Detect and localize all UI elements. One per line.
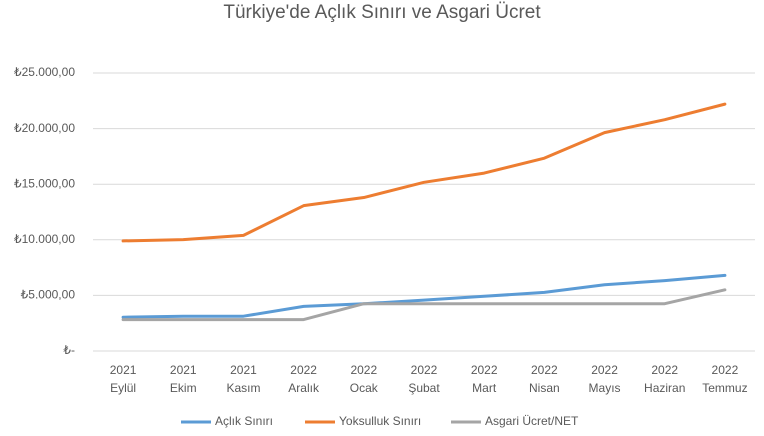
x-tick-label: Kasım <box>226 381 260 395</box>
y-tick-label: ₺20.000,00 <box>14 121 75 135</box>
x-tick-label: 2022 <box>471 363 498 377</box>
y-tick-label: ₺5.000,00 <box>21 288 76 302</box>
x-tick-label: 2022 <box>712 363 739 377</box>
x-tick-label: Ocak <box>350 381 379 395</box>
y-tick-label: ₺- <box>63 343 75 357</box>
series-line <box>121 273 727 319</box>
y-tick-label: ₺10.000,00 <box>14 232 75 246</box>
x-tick-label: 2022 <box>531 363 558 377</box>
series-line <box>121 288 727 322</box>
chart-title: Türkiye'de Açlık Sınırı ve Asgari Ücret <box>223 2 541 23</box>
x-tick-label: Ekim <box>170 381 197 395</box>
x-tick-label: 2022 <box>411 363 438 377</box>
x-tick-label: 2021 <box>110 363 137 377</box>
x-tick-label: 2021 <box>170 363 197 377</box>
y-tick-label: ₺25.000,00 <box>14 65 75 79</box>
series-line <box>121 102 727 243</box>
legend-label: Yoksulluk Sınırı <box>339 414 421 428</box>
x-tick-label: Şubat <box>408 381 440 395</box>
x-tick-label: 2022 <box>290 363 317 377</box>
x-tick-label: 2022 <box>651 363 678 377</box>
x-tick-label: Haziran <box>644 381 685 395</box>
x-tick-label: Eylül <box>110 381 136 395</box>
x-tick-label: Aralık <box>288 381 320 395</box>
y-tick-label: ₺15.000,00 <box>14 176 75 190</box>
x-tick-label: Mart <box>472 381 497 395</box>
x-tick-label: Nisan <box>529 381 560 395</box>
x-tick-label: 2022 <box>591 363 618 377</box>
x-tick-label: Mayıs <box>589 381 621 395</box>
x-tick-label: 2021 <box>230 363 257 377</box>
legend-label: Açlık Sınırı <box>215 414 273 428</box>
legend-label: Asgari Ücret/NET <box>485 414 579 428</box>
x-tick-label: 2022 <box>350 363 377 377</box>
x-tick-label: Temmuz <box>702 381 747 395</box>
